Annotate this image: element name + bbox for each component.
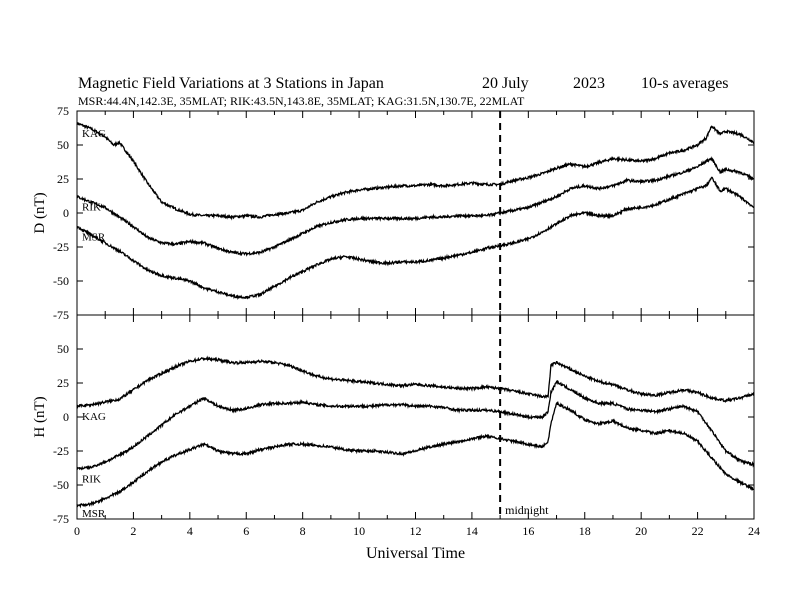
x-tick-label: 6: [243, 524, 249, 538]
panels: 75 50 25 0 -25 -50 -75 D (nT) KAG RIK MSR 50 25 0 -25 -…: [32, 104, 760, 562]
series-line-msr: [76, 176, 755, 301]
x-tick-label: 22: [692, 524, 704, 538]
series-label-rik: RIK: [82, 474, 101, 486]
y-tick-label: 75: [57, 104, 69, 118]
x-tick-label: 2: [130, 524, 136, 538]
x-tick-label: 12: [410, 524, 422, 538]
series-line-msr: [76, 400, 755, 509]
series-line-rik: [76, 379, 755, 471]
chart-title: Magnetic Field Variations at 3 Stations …: [78, 75, 384, 92]
x-tick-label: 10: [353, 524, 365, 538]
y-tick-label: -50: [53, 478, 69, 492]
x-tick-label: 14: [466, 524, 478, 538]
series-line-kag: [76, 355, 755, 409]
y-axis-label: D (nT): [32, 192, 48, 233]
chart-year: 2023: [573, 75, 605, 92]
x-tick-label: 18: [579, 524, 591, 538]
y-tick-label: -25: [53, 240, 69, 254]
y-tick-label: -75: [53, 512, 69, 526]
series-label-rik: RIK: [82, 202, 101, 214]
y-tick-label: -50: [53, 274, 69, 288]
series-label-kag: KAG: [82, 128, 106, 140]
y-tick-label: -25: [53, 444, 69, 458]
y-tick-label: 0: [63, 206, 69, 220]
x-axis-label: Universal Time: [366, 545, 465, 562]
x-tick-label: 16: [522, 524, 534, 538]
y-tick-label: 25: [57, 376, 69, 390]
midnight-label: midnight: [505, 503, 549, 517]
chart-averaging: 10-s averages: [641, 75, 729, 92]
chart-date: 20 July: [482, 75, 529, 92]
x-tick-label: 8: [300, 524, 306, 538]
x-tick-label: 20: [635, 524, 647, 538]
series-label-msr: MSR: [82, 508, 106, 520]
series-line-kag: [76, 122, 755, 221]
plot-frame: [76, 110, 755, 316]
y-tick-label: 50: [57, 342, 69, 356]
stations-info: MSR:44.4N,142.3E, 35MLAT; RIK:43.5N,143.…: [78, 94, 525, 108]
x-tick-label: 24: [748, 524, 760, 538]
x-tick-label: 4: [187, 524, 193, 538]
series-line-rik: [76, 156, 755, 257]
plot-frame: [76, 314, 755, 520]
y-tick-label: 50: [57, 138, 69, 152]
y-tick-label: 25: [57, 172, 69, 186]
series-label-msr: MSR: [82, 232, 106, 244]
y-tick-label: -75: [53, 308, 69, 322]
panel-d: 75 50 25 0 -25 -50 -75 D (nT) KAG RIK MSR: [32, 104, 755, 322]
y-tick-label: 0: [63, 410, 69, 424]
y-axis-label: H (nT): [32, 396, 48, 437]
series-label-kag: KAG: [82, 411, 106, 423]
x-tick-label: 0: [74, 524, 80, 538]
